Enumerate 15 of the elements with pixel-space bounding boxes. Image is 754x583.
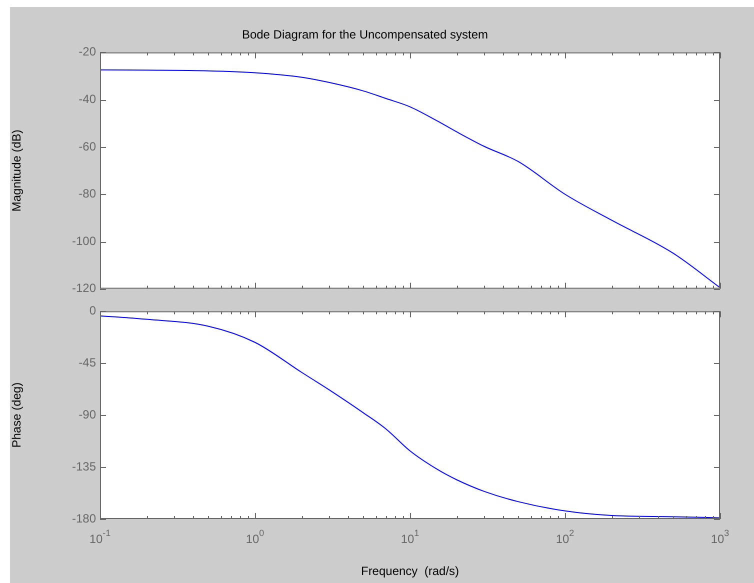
y-tick-label: -100 <box>72 234 96 248</box>
y-axis-title: Magnitude (dB) <box>10 130 24 212</box>
y-tick-label: -90 <box>78 407 96 422</box>
y-tick-label: -60 <box>78 139 96 154</box>
y-tick-label: -80 <box>78 186 96 201</box>
y-tick-label: -180 <box>72 511 96 526</box>
y-axis-title: Phase (deg) <box>10 382 24 448</box>
y-tick-label: -45 <box>78 355 96 370</box>
chart-title: Bode Diagram for the Uncompensated system <box>242 28 488 42</box>
x-axis-title: Frequency (rad/s) <box>360 564 460 578</box>
y-tick-label: -135 <box>72 459 96 474</box>
y-tick-label: -20 <box>78 44 96 59</box>
y-tick-label: 0 <box>89 304 96 318</box>
y-tick-label: -40 <box>78 92 96 106</box>
y-tick-label: -120 <box>72 281 96 296</box>
